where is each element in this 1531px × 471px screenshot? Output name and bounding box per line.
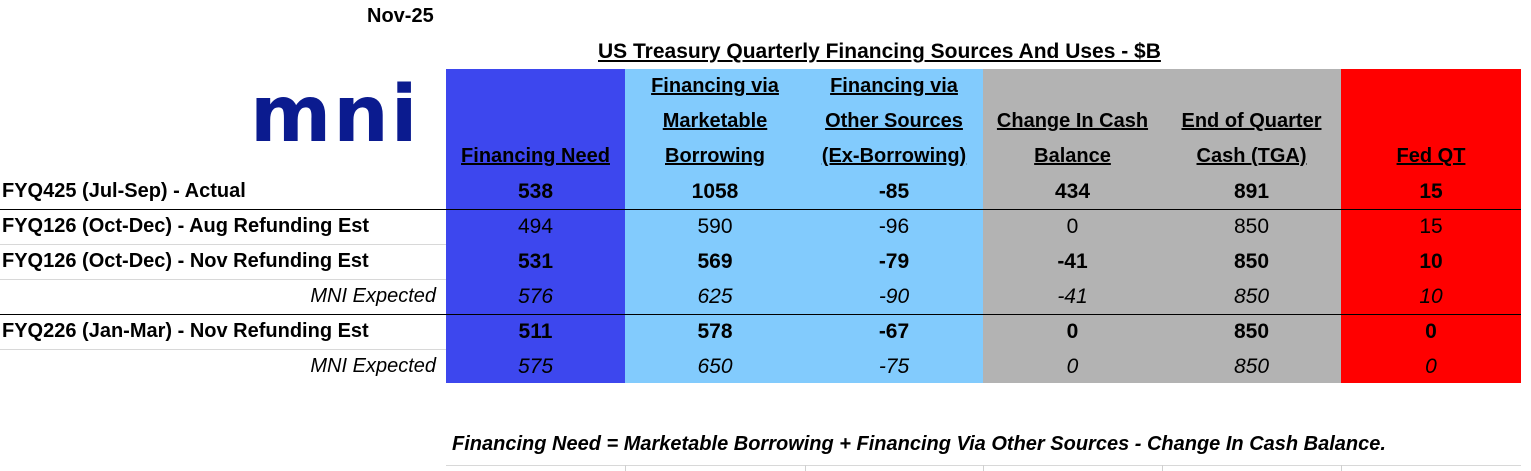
cell-change-cash: -41 xyxy=(1057,250,1088,273)
change-cash-column-bg xyxy=(983,69,1162,383)
header-line: (Ex-Borrowing) xyxy=(821,145,967,167)
report-date: Nov-25 xyxy=(367,5,434,27)
table-row: FYQ126 (Oct-Dec) - Aug Refunding Est 494… xyxy=(0,209,1521,244)
cell-other-sources: -67 xyxy=(878,320,910,343)
cell-change-cash: 0 xyxy=(1066,355,1079,378)
end-quarter-column-bg xyxy=(1162,69,1341,383)
cell-fed-qt: 0 xyxy=(1425,355,1437,378)
cell-other-sources: -75 xyxy=(878,355,910,378)
cell-fed-qt: 15 xyxy=(1419,215,1443,238)
row-divider xyxy=(0,244,446,245)
cell-end-quarter: 850 xyxy=(1233,355,1270,378)
row-label: FYQ126 (Oct-Dec) - Aug Refunding Est xyxy=(2,215,370,237)
grid-tick xyxy=(625,465,626,471)
cell-fed-qt: 15 xyxy=(1419,180,1443,203)
table-row: FYQ126 (Oct-Dec) - Nov Refunding Est 531… xyxy=(0,244,1521,279)
row-label: FYQ126 (Oct-Dec) - Nov Refunding Est xyxy=(2,250,369,272)
table-row: MNI Expected 575 650 -75 0 850 0 xyxy=(0,349,1521,384)
row-label: MNI Expected xyxy=(310,355,436,377)
header-end-quarter: End of Quarter Cash (TGA) xyxy=(1162,69,1341,174)
row-divider xyxy=(0,349,446,350)
header-line: Borrowing xyxy=(665,145,765,167)
header-line: End of Quarter xyxy=(1181,110,1322,132)
cell-end-quarter: 850 xyxy=(1233,320,1270,343)
financing-need-column-bg xyxy=(446,69,625,383)
cell-other-sources: -96 xyxy=(878,215,910,238)
header-line: Other Sources xyxy=(825,110,963,132)
cell-marketable: 578 xyxy=(697,320,733,343)
cell-marketable: 590 xyxy=(697,215,733,238)
table-row: FYQ226 (Jan-Mar) - Nov Refunding Est 511… xyxy=(0,314,1521,349)
header-line: Cash (TGA) xyxy=(1196,145,1307,167)
table-row: FYQ425 (Jul-Sep) - Actual 538 1058 -85 4… xyxy=(0,174,1521,209)
cell-financing-need: 575 xyxy=(517,355,554,378)
table-title: US Treasury Quarterly Financing Sources … xyxy=(598,40,1161,63)
cell-financing-need: 538 xyxy=(517,180,554,203)
marketable-column-bg xyxy=(625,69,805,383)
row-divider xyxy=(0,279,446,280)
cell-other-sources: -79 xyxy=(878,250,910,273)
grid-tick xyxy=(805,465,806,471)
cell-change-cash: -41 xyxy=(1057,285,1088,308)
cell-financing-need: 531 xyxy=(517,250,554,273)
cell-fed-qt: 0 xyxy=(1425,320,1437,343)
row-label: MNI Expected xyxy=(310,285,436,307)
cell-fed-qt: 10 xyxy=(1419,285,1443,308)
row-divider xyxy=(0,209,1521,210)
cell-end-quarter: 850 xyxy=(1233,215,1270,238)
header-financing-need: Financing Need xyxy=(446,69,625,174)
header-line: Marketable xyxy=(662,110,768,132)
header-line: Financing via xyxy=(830,75,958,97)
cell-other-sources: -90 xyxy=(878,285,910,308)
cell-end-quarter: 850 xyxy=(1233,285,1270,308)
header-fed-qt: Fed QT xyxy=(1341,69,1521,174)
header-line: Fed QT xyxy=(1396,145,1466,167)
row-divider xyxy=(0,314,1521,315)
cell-marketable: 1058 xyxy=(691,180,739,203)
cell-financing-need: 576 xyxy=(517,285,554,308)
cell-marketable: 625 xyxy=(697,285,733,308)
header-line: Change In Cash xyxy=(996,110,1149,132)
header-change-cash: Change In Cash Balance xyxy=(983,69,1162,174)
header-other-sources: Financing via Other Sources (Ex-Borrowin… xyxy=(805,69,983,174)
header-line: Balance xyxy=(1034,145,1111,167)
grid-tick xyxy=(1162,465,1163,471)
cell-other-sources: -85 xyxy=(878,180,910,203)
row-label: FYQ425 (Jul-Sep) - Actual xyxy=(2,180,246,202)
header-line: Financing Need xyxy=(461,145,610,167)
cell-fed-qt: 10 xyxy=(1419,250,1443,273)
cell-end-quarter: 891 xyxy=(1233,180,1270,203)
grid-tick xyxy=(1341,465,1342,471)
cell-change-cash: 0 xyxy=(1066,215,1079,238)
cell-financing-need: 494 xyxy=(517,215,554,238)
other-sources-column-bg xyxy=(805,69,983,383)
cell-end-quarter: 850 xyxy=(1233,250,1270,273)
row-label: FYQ226 (Jan-Mar) - Nov Refunding Est xyxy=(2,320,369,342)
formula-note: Financing Need = Marketable Borrowing + … xyxy=(452,433,1386,455)
cell-marketable: 569 xyxy=(697,250,733,273)
header-line: Financing via xyxy=(651,75,779,97)
cell-change-cash: 434 xyxy=(1054,180,1091,203)
cell-financing-need: 511 xyxy=(518,320,553,343)
cell-change-cash: 0 xyxy=(1066,320,1079,343)
grid-tick xyxy=(983,465,984,471)
header-marketable-borrowing: Financing via Marketable Borrowing xyxy=(625,69,805,174)
table-row: MNI Expected 576 625 -90 -41 850 10 xyxy=(0,279,1521,314)
fed-qt-column-bg xyxy=(1341,69,1521,383)
mni-logo: mni xyxy=(250,70,420,160)
cell-marketable: 650 xyxy=(697,355,733,378)
